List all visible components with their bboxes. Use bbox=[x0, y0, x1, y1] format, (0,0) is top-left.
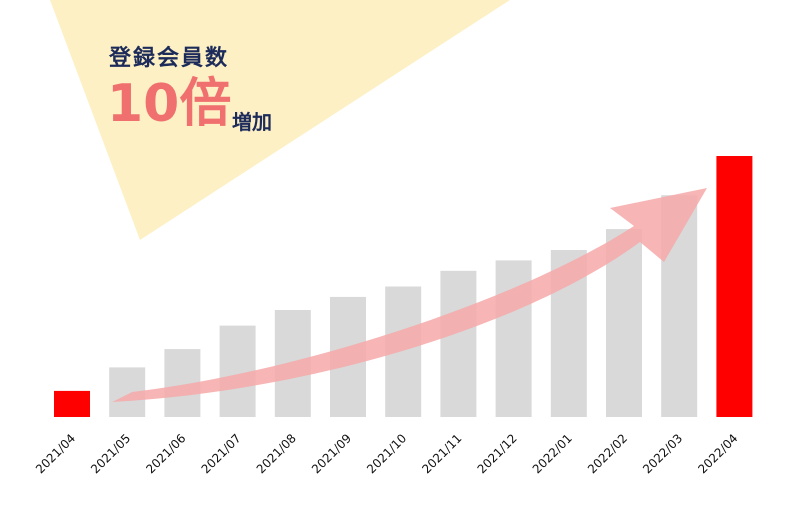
x-tick-label: 2021/12 bbox=[475, 431, 520, 476]
bar-2021-07 bbox=[219, 325, 256, 417]
x-tick-label: 2021/06 bbox=[143, 431, 188, 476]
headline-multiplier: 10倍 bbox=[107, 74, 232, 134]
x-tick-label: 2022/03 bbox=[640, 431, 685, 476]
x-tick-labels: 2021/04 2021/05 2021/06 2021/07 2021/08 2021/… bbox=[33, 431, 741, 476]
bar-2021-11 bbox=[440, 270, 477, 417]
bar-2021-04 bbox=[54, 390, 90, 417]
background-triangle bbox=[50, 0, 510, 240]
x-tick-label: 2022/04 bbox=[695, 431, 740, 476]
bar-2022-04 bbox=[716, 156, 753, 417]
x-tick-label: 2021/07 bbox=[199, 431, 244, 476]
trend-arrow bbox=[112, 188, 707, 402]
x-tick-label: 2021/05 bbox=[88, 431, 133, 476]
x-tick-label: 2021/11 bbox=[419, 431, 464, 476]
x-tick-label: 2021/10 bbox=[364, 431, 409, 476]
headline-title: 登録会員数 bbox=[109, 46, 230, 71]
trend-arrow-layer bbox=[112, 188, 707, 402]
headline-suffix: 増加 bbox=[232, 110, 272, 134]
x-tick-label: 2021/04 bbox=[33, 431, 78, 476]
x-tick-label: 2022/01 bbox=[530, 431, 575, 476]
x-tick-label: 2022/02 bbox=[585, 431, 630, 476]
x-tick-label: 2021/08 bbox=[254, 431, 299, 476]
x-tick-label: 2021/09 bbox=[309, 431, 354, 476]
